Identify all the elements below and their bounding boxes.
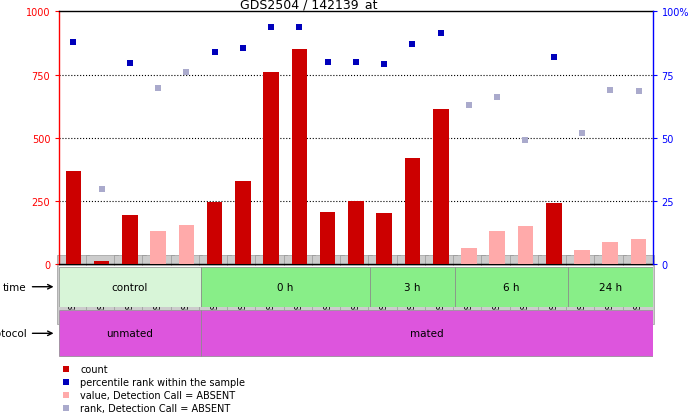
Point [604, 87, 616, 94]
Bar [433, 109, 449, 264]
Bar [207, 203, 223, 264]
Bar [631, 239, 646, 264]
Point [577, 130, 588, 137]
Bar [574, 250, 590, 264]
Bar [94, 262, 110, 264]
Point [68, 39, 79, 46]
Title: GDS2504 / 142139_at: GDS2504 / 142139_at [240, 0, 377, 11]
Point [153, 86, 164, 93]
Text: control: control [112, 282, 148, 292]
Text: protocol: protocol [0, 328, 27, 339]
Point [61, 366, 72, 372]
Point [181, 69, 192, 76]
Bar [568, 267, 653, 307]
Text: 6 h: 6 h [503, 282, 519, 292]
Text: count: count [80, 364, 107, 374]
Bar [179, 225, 194, 264]
Text: time: time [3, 282, 27, 292]
Text: percentile rank within the sample: percentile rank within the sample [80, 377, 245, 387]
Bar [66, 171, 81, 264]
Point [96, 187, 107, 193]
Bar [59, 267, 200, 307]
Bar [320, 213, 336, 264]
Bar [235, 181, 251, 264]
Point [435, 31, 446, 37]
Bar [602, 243, 618, 264]
Bar [370, 267, 455, 307]
Bar [151, 232, 166, 264]
Bar [405, 159, 420, 264]
Point [350, 59, 362, 66]
Bar [489, 232, 505, 264]
Bar [546, 204, 561, 264]
Text: 24 h: 24 h [599, 282, 622, 292]
Point [491, 95, 503, 101]
Bar [376, 214, 392, 264]
Point [407, 42, 418, 48]
Bar [292, 50, 307, 264]
Point [61, 379, 72, 385]
Point [520, 138, 531, 144]
Bar [200, 311, 653, 356]
Text: rank, Detection Call = ABSENT: rank, Detection Call = ABSENT [80, 403, 230, 413]
Text: unmated: unmated [107, 328, 154, 339]
Bar [348, 202, 364, 264]
Text: value, Detection Call = ABSENT: value, Detection Call = ABSENT [80, 390, 235, 400]
Text: mated: mated [410, 328, 443, 339]
Point [378, 62, 389, 69]
Bar [455, 267, 568, 307]
Bar [518, 226, 533, 264]
Point [124, 61, 135, 67]
Point [463, 102, 475, 109]
Point [61, 404, 72, 411]
Point [633, 88, 644, 95]
Point [322, 59, 334, 66]
Point [548, 55, 559, 61]
Bar [200, 267, 370, 307]
Point [266, 24, 277, 31]
Point [294, 24, 305, 31]
Bar [59, 311, 200, 356]
Bar [263, 73, 279, 264]
Point [61, 392, 72, 398]
Point [237, 45, 248, 52]
Text: 3 h: 3 h [404, 282, 421, 292]
Point [209, 50, 221, 56]
Bar [122, 215, 138, 264]
Text: 0 h: 0 h [277, 282, 294, 292]
Bar [461, 248, 477, 264]
